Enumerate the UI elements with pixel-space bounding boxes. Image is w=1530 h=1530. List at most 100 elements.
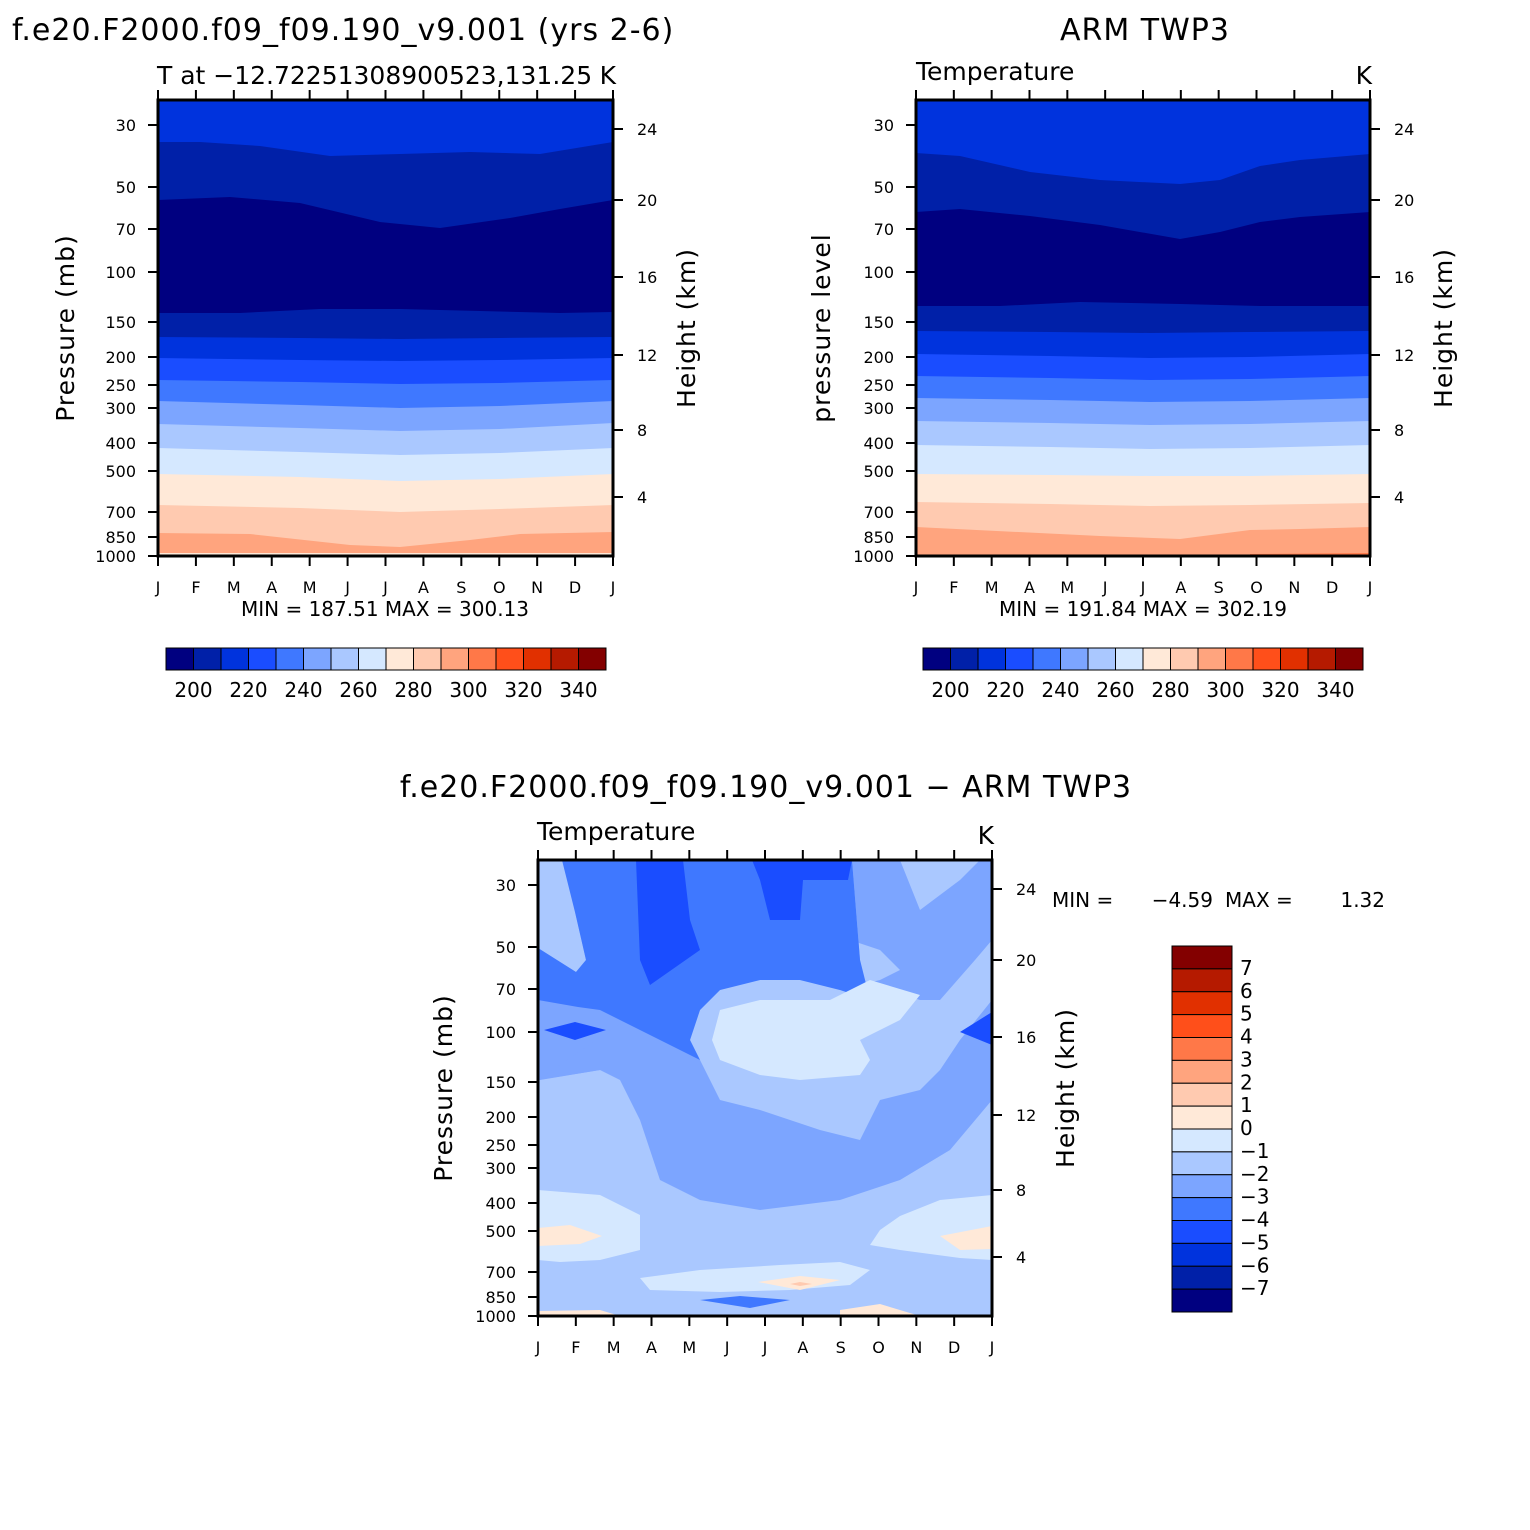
pressure-tick-label: 500: [863, 462, 894, 481]
pressure-tick-label: 1000: [475, 1307, 516, 1326]
panel3-stats-min-label: MIN =: [1052, 888, 1113, 912]
month-tick-label: O: [493, 578, 506, 597]
colorbar-box: [1032, 647, 1061, 671]
colorbar-label: 240: [284, 678, 322, 702]
month-tick-label: N: [910, 1338, 922, 1357]
month-tick-label: D: [569, 578, 581, 597]
month-tick-label: J: [382, 578, 388, 597]
colorbar-box: [440, 647, 469, 671]
colorbar-label: −7: [1240, 1276, 1269, 1300]
colorbar-box: [275, 647, 304, 671]
colorbar-label: 1: [1240, 1093, 1253, 1117]
month-tick-label: M: [607, 1338, 621, 1357]
colorbar-label: 280: [1151, 678, 1189, 702]
colorbar-box: [1171, 1037, 1233, 1061]
y-axis-label: pressure level: [807, 233, 836, 422]
colorbar-label: −4: [1240, 1208, 1269, 1232]
colorbar-box: [1335, 647, 1364, 671]
pressure-tick-label: 850: [863, 528, 894, 547]
colorbar-label: 5: [1240, 1002, 1253, 1026]
y2-axis-label: Height (km): [1429, 248, 1458, 408]
colorbar-box: [165, 647, 194, 671]
pressure-tick-label: 300: [105, 399, 136, 418]
colorbar-box: [578, 647, 607, 671]
colorbar-box: [220, 647, 249, 671]
colorbar-box: [1170, 647, 1199, 671]
pressure-tick-label: 200: [105, 348, 136, 367]
panel1-units: K: [600, 61, 617, 90]
colorbar-box: [1307, 647, 1336, 671]
height-tick-label: 20: [637, 191, 657, 210]
month-tick-label: J: [989, 1338, 995, 1357]
month-tick-label: D: [948, 1338, 960, 1357]
height-tick-label: 20: [1016, 951, 1036, 970]
month-tick-label: M: [1060, 578, 1074, 597]
colorbar-box: [303, 647, 332, 671]
colorbar-box: [1171, 1128, 1233, 1153]
colorbar-box: [1252, 647, 1281, 671]
month-tick-label: A: [266, 578, 277, 597]
colorbar-box: [1171, 945, 1233, 970]
pressure-tick-label: 50: [496, 938, 516, 957]
month-tick-label: J: [1140, 578, 1146, 597]
month-tick-label: M: [985, 578, 999, 597]
colorbar-label: 4: [1240, 1025, 1253, 1049]
colorbar-box: [1171, 968, 1233, 993]
colorbar-label: 340: [1316, 678, 1354, 702]
month-tick-label: J: [610, 578, 616, 597]
colorbar-box: [1171, 1265, 1233, 1290]
month-tick-label: J: [913, 578, 919, 597]
colorbar-box: [1115, 647, 1144, 671]
height-tick-label: 24: [637, 120, 657, 139]
panel3-plot: [538, 860, 992, 1316]
height-tick-label: 4: [1394, 488, 1404, 507]
colorbar-label: 240: [1041, 678, 1079, 702]
colorbar-label: 280: [394, 678, 432, 702]
pressure-tick-label: 70: [874, 220, 894, 239]
panel2-title: ARM TWP3: [1060, 13, 1230, 48]
panel1-stats: MIN = 187.51 MAX = 300.13: [241, 597, 529, 621]
month-tick-label: J: [762, 1338, 768, 1357]
panel3-region-minus5-a: [636, 860, 700, 985]
colorbar-box: [1197, 647, 1226, 671]
pressure-tick-label: 200: [863, 348, 894, 367]
y-axis-label: Pressure (mb): [51, 234, 80, 421]
pressure-tick-label: 850: [485, 1288, 516, 1307]
panel3-subtitle: Temperature: [536, 817, 695, 846]
y2-axis-label: Height (km): [672, 248, 701, 408]
colorbar-label: −5: [1240, 1230, 1269, 1254]
panel3-stats-max-label: MAX =: [1225, 888, 1293, 912]
panel3-title: f.e20.F2000.f09_f09.190_v9.001 − ARM TWP…: [400, 770, 1132, 805]
colorbar-label: 260: [339, 678, 377, 702]
pressure-tick-label: 100: [485, 1023, 516, 1042]
colorbar-label: 220: [986, 678, 1024, 702]
pressure-tick-label: 150: [105, 313, 136, 332]
y2-axis-label: Height (km): [1051, 1008, 1080, 1168]
colorbar-box: [1171, 1220, 1233, 1244]
pressure-tick-label: 400: [863, 434, 894, 453]
month-tick-label: N: [531, 578, 543, 597]
colorbar-box: [950, 647, 979, 671]
colorbar-box: [1171, 1105, 1233, 1130]
pressure-tick-label: 150: [863, 313, 894, 332]
panel2-frame: J F M A M J J A S O N D J 30 50 70 100 150 200 250 300 400 500…: [807, 90, 1458, 597]
pressure-tick-label: 50: [116, 178, 136, 197]
y-axis-label: Pressure (mb): [429, 994, 458, 1181]
panel3-region-minus1-upper: [712, 980, 920, 1080]
colorbar-box: [468, 647, 497, 671]
colorbar-box: [1142, 647, 1171, 671]
month-tick-label: J: [155, 578, 161, 597]
colorbar-label: 2: [1240, 1070, 1253, 1094]
panel3-region-minus3-center: [538, 860, 992, 1210]
colorbar-label: −6: [1240, 1253, 1269, 1277]
height-tick-label: 24: [1016, 880, 1036, 899]
pressure-tick-label: 250: [485, 1136, 516, 1155]
month-tick-label: A: [646, 1338, 657, 1357]
height-tick-label: 16: [1394, 268, 1414, 287]
panel1-plot: [158, 100, 613, 556]
colorbar-box: [413, 647, 442, 671]
month-tick-label: J: [1102, 578, 1108, 597]
colorbar-label: 260: [1096, 678, 1134, 702]
panel3-region-plus0-surf-b: [840, 1304, 920, 1316]
